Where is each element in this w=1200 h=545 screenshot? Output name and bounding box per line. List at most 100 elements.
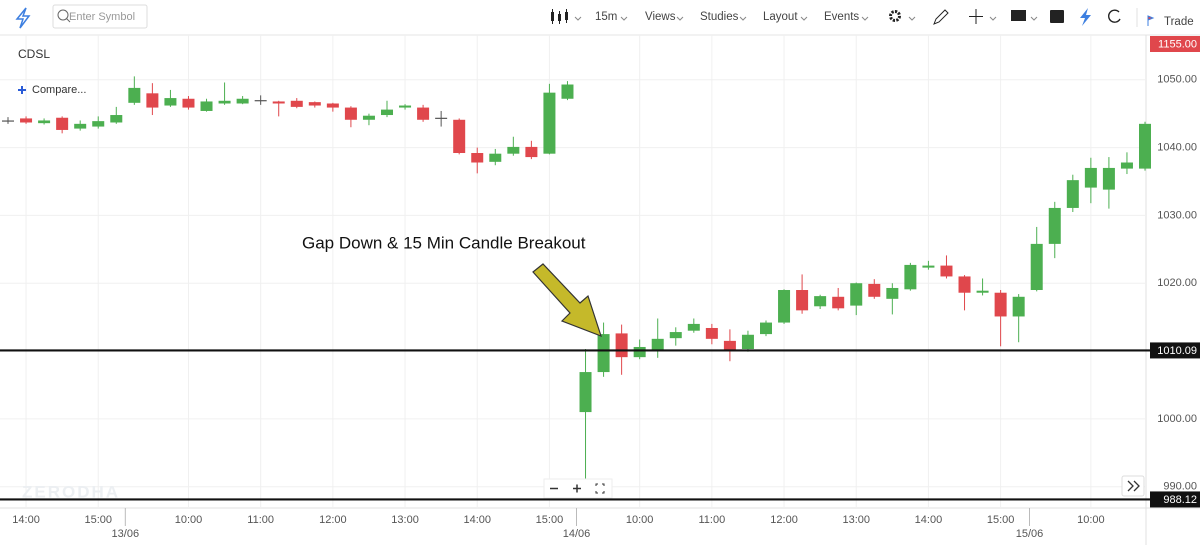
candle-body bbox=[832, 296, 845, 309]
flash-icon[interactable] bbox=[1080, 8, 1091, 26]
y-tick-label: 1020.00 bbox=[1157, 277, 1197, 289]
x-tick-label: 13:00 bbox=[391, 514, 419, 526]
zoom-controls bbox=[543, 478, 613, 499]
candle-body bbox=[399, 105, 412, 108]
candle-body bbox=[741, 334, 754, 350]
logo[interactable] bbox=[15, 7, 31, 29]
settings-icon[interactable] bbox=[889, 10, 901, 22]
candle-body bbox=[218, 100, 231, 104]
candle-body bbox=[994, 292, 1007, 317]
candle-body bbox=[1139, 123, 1151, 169]
candle-body bbox=[868, 283, 881, 297]
candle-body bbox=[164, 98, 177, 106]
watermark: ZERODHA bbox=[22, 482, 120, 501]
x-tick-label: 13:00 bbox=[842, 514, 870, 526]
chevron bbox=[739, 16, 747, 21]
toolbar bbox=[0, 0, 1200, 35]
menu-events[interactable]: Events bbox=[824, 11, 859, 23]
candle-body bbox=[435, 117, 448, 119]
candle-body bbox=[254, 100, 267, 102]
annotation-text: Gap Down & 15 Min Candle Breakout bbox=[302, 233, 586, 252]
candle-body bbox=[1084, 167, 1097, 188]
refresh-icon[interactable] bbox=[1108, 9, 1121, 23]
candle-body bbox=[651, 338, 664, 350]
candle-body bbox=[56, 117, 69, 130]
candle-body bbox=[344, 107, 357, 120]
y-tick-label: 1000.00 bbox=[1157, 413, 1197, 425]
candle-body bbox=[778, 290, 791, 323]
candle-body bbox=[850, 283, 863, 306]
x-tick-label: 11:00 bbox=[247, 514, 274, 526]
compare-button[interactable]: Compare... bbox=[32, 84, 86, 96]
candle-body bbox=[615, 333, 628, 358]
candle-body bbox=[597, 334, 610, 373]
table-icon[interactable] bbox=[1050, 10, 1064, 23]
x-tick-label: 10:00 bbox=[175, 514, 203, 526]
overlay: 1010.09 988.12 1155.00 bbox=[0, 36, 1200, 508]
x-tick-label: 10:00 bbox=[626, 514, 654, 526]
price-line-badge bbox=[1150, 342, 1200, 359]
candle-body bbox=[760, 322, 772, 335]
candle-body bbox=[561, 84, 574, 99]
candle-body bbox=[38, 120, 51, 124]
candle-body bbox=[453, 119, 466, 154]
candle-body bbox=[272, 101, 285, 104]
zoom-in[interactable] bbox=[573, 484, 581, 493]
trade-icon bbox=[1147, 15, 1155, 26]
symbol-input[interactable] bbox=[52, 4, 148, 29]
candle-type-icon[interactable] bbox=[551, 9, 582, 24]
candle-body bbox=[92, 121, 105, 127]
scroll-end-icon bbox=[1127, 480, 1140, 492]
last-price-label: 1155.00 bbox=[1158, 38, 1197, 50]
candle-body bbox=[290, 100, 303, 107]
chevron bbox=[676, 16, 684, 21]
y-tick-label: 1030.00 bbox=[1157, 209, 1197, 221]
crosshair-icon[interactable] bbox=[969, 9, 983, 24]
candle-body bbox=[814, 296, 827, 307]
candle-body bbox=[146, 93, 159, 108]
candle-body bbox=[633, 346, 646, 358]
candle-body bbox=[1120, 162, 1133, 169]
symbol-title: CDSL bbox=[18, 47, 50, 61]
draw-icon[interactable] bbox=[933, 9, 949, 25]
date-label: 14/06 bbox=[563, 528, 591, 540]
date-label: 13/06 bbox=[112, 528, 140, 540]
x-tick-label: 14:00 bbox=[915, 514, 943, 526]
menu-interval[interactable]: 15m bbox=[595, 11, 617, 23]
candle-body bbox=[922, 265, 935, 268]
menu-views[interactable]: Views bbox=[645, 11, 676, 23]
menu-studies[interactable]: Studies bbox=[700, 11, 739, 23]
price-line-badge bbox=[1150, 491, 1200, 508]
candle-body bbox=[200, 101, 213, 111]
fullscreen[interactable] bbox=[595, 483, 605, 494]
candle-body bbox=[525, 146, 538, 158]
annotation-arrow bbox=[532, 263, 602, 338]
chevron bbox=[800, 16, 808, 21]
candle-body bbox=[940, 265, 953, 277]
candle-body bbox=[489, 153, 502, 162]
candle-body bbox=[236, 98, 249, 104]
last-price-badge bbox=[1150, 36, 1200, 52]
candle-body bbox=[417, 107, 430, 120]
candle-body bbox=[669, 332, 682, 339]
candle-body bbox=[1102, 167, 1115, 190]
candle-body bbox=[74, 123, 87, 129]
candle-body bbox=[182, 98, 195, 108]
candle-body bbox=[362, 115, 375, 120]
search-icon-handle bbox=[66, 18, 71, 23]
candle-body bbox=[2, 120, 14, 122]
menu-layout[interactable]: Layout bbox=[763, 11, 798, 23]
candle-body bbox=[1012, 296, 1025, 317]
comment-icon[interactable] bbox=[1011, 10, 1026, 21]
candle-body bbox=[796, 290, 809, 311]
x-tick-label: 10:00 bbox=[1077, 514, 1105, 526]
candle-body bbox=[471, 153, 484, 163]
trade-button[interactable]: Trade bbox=[1164, 16, 1194, 28]
y-tick-label: 1050.00 bbox=[1157, 74, 1197, 86]
candle-body bbox=[128, 87, 141, 103]
candle-body bbox=[687, 323, 700, 331]
candle-body bbox=[579, 372, 592, 413]
x-tick-label: 15:00 bbox=[987, 514, 1015, 526]
